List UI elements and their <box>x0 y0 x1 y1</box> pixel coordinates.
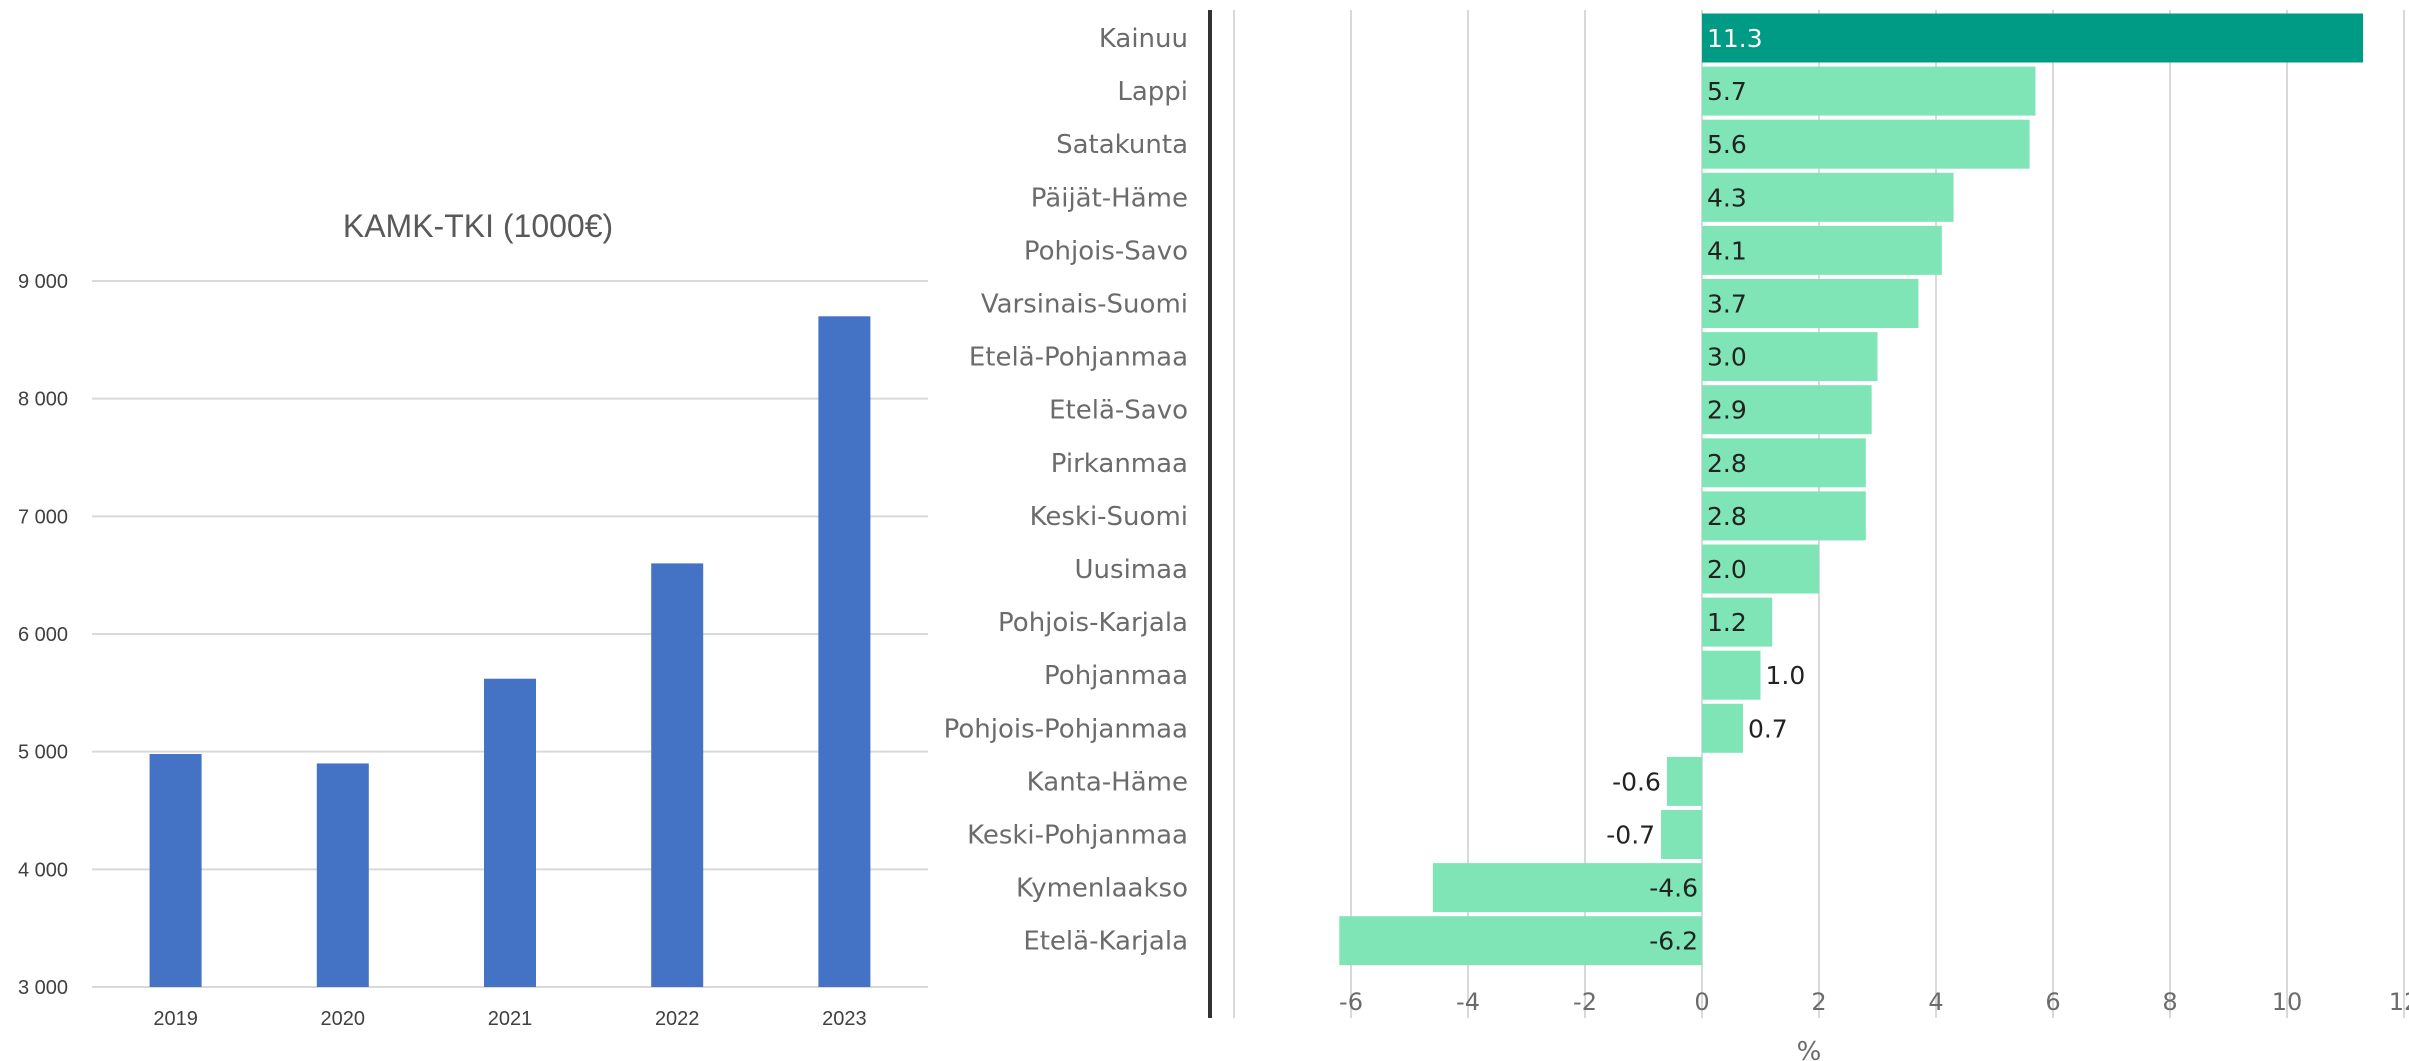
bar-Päijät-Häme <box>1702 172 1954 222</box>
value-label: 3.7 <box>1707 290 1747 319</box>
bar-series <box>1339 13 2364 966</box>
x-tick-label: -4 <box>1456 988 1480 1016</box>
bar-series <box>149 316 871 987</box>
x-tick-label: 0 <box>1694 988 1709 1016</box>
x-tick-label: 2020 <box>321 1008 366 1030</box>
category-label: Lappi <box>1117 77 1188 107</box>
category-label: Keski-Suomi <box>1030 502 1188 532</box>
x-axis-tick-labels: -6 -4 -2 0 2 4 6 8 10 12 <box>1339 988 2409 1016</box>
value-label: 2.8 <box>1707 449 1747 478</box>
bar-Keski-Pohjanmaa <box>1661 810 1702 859</box>
x-tick-label: 2021 <box>488 1008 533 1030</box>
category-label: Etelä-Pohjanmaa <box>969 343 1188 373</box>
bar-Pohjois-Karjala <box>1702 597 1773 647</box>
category-label: Etelä-Savo <box>1049 396 1188 426</box>
category-label: Pohjois-Pohjanmaa <box>944 714 1188 744</box>
category-label: Kanta-Häme <box>1027 767 1188 797</box>
bar-2023 <box>818 316 871 987</box>
value-label: 2.0 <box>1707 555 1747 584</box>
bar-Varsinais-Suomi <box>1702 279 1919 328</box>
x-tick-label: 8 <box>2162 988 2177 1016</box>
category-label: Päijät-Häme <box>1031 183 1188 213</box>
bar-2021 <box>484 678 536 987</box>
value-label: 1.2 <box>1707 608 1747 637</box>
regional-change-bar-chart: Kainuu Lappi Satakunta Päijät-Häme Pohjois-S… <box>944 10 2409 1061</box>
value-label: 5.6 <box>1707 130 1747 159</box>
x-tick-label: 2 <box>1811 988 1826 1016</box>
category-label: Varsinais-Suomi <box>981 290 1188 320</box>
y-tick-label: 3 000 <box>18 977 68 999</box>
value-label: 4.3 <box>1707 183 1747 212</box>
x-tick-label: 10 <box>2272 988 2303 1016</box>
x-tick-label: 4 <box>1928 988 1943 1016</box>
bar-Pohjanmaa <box>1702 650 1761 700</box>
x-tick-label: -6 <box>1339 988 1363 1016</box>
x-axis-tick-labels: 2019 2020 2021 2022 2023 <box>153 1008 866 1030</box>
y-tick-label: 4 000 <box>18 859 68 881</box>
bar-2022 <box>651 563 704 987</box>
y-axis-tick-labels: 3 000 4 000 5 000 6 000 7 000 8 000 9 000 <box>18 271 68 999</box>
y-tick-label: 9 000 <box>18 271 68 293</box>
x-tick-label: 6 <box>2045 988 2060 1016</box>
x-axis-label: % <box>1797 1037 1822 1061</box>
value-label: 5.7 <box>1707 77 1747 106</box>
category-label: Satakunta <box>1056 130 1188 160</box>
value-labels: 11.3 5.7 5.6 4.3 4.1 3.7 3.0 2.9 2.8 2.8 2.0 1.2 1.0… <box>1606 24 1805 956</box>
category-label: Uusimaa <box>1075 555 1188 585</box>
value-label: 1.0 <box>1766 661 1806 690</box>
bar-Etelä-Pohjanmaa <box>1702 332 1878 382</box>
value-label: 0.7 <box>1748 714 1788 743</box>
chart-title: KAMK-TKI (1000€) <box>343 208 613 244</box>
category-label: Pohjois-Savo <box>1024 236 1188 266</box>
value-label: 2.9 <box>1707 396 1747 425</box>
x-tick-label: -2 <box>1573 988 1597 1016</box>
bar-Pohjois-Savo <box>1702 225 1942 275</box>
bar-Kymenlaakso <box>1432 863 1702 913</box>
value-label: -0.6 <box>1612 767 1661 796</box>
value-label: 4.1 <box>1707 236 1747 265</box>
bar-Etelä-Karjala <box>1339 916 1702 966</box>
category-label: Pohjanmaa <box>1044 661 1188 691</box>
value-label: -4.6 <box>1649 874 1698 903</box>
y-tick-label: 6 000 <box>18 624 68 646</box>
y-tick-label: 8 000 <box>18 389 68 411</box>
value-label: -6.2 <box>1649 927 1698 956</box>
value-label: -0.7 <box>1606 821 1655 850</box>
value-label: 3.0 <box>1707 343 1747 372</box>
bar-Etelä-Savo <box>1702 385 1872 435</box>
bar-Keski-Suomi <box>1702 491 1866 541</box>
category-label: Kymenlaakso <box>1016 874 1188 904</box>
x-tick-label: 12 <box>2389 988 2409 1016</box>
category-label: Kainuu <box>1099 24 1188 54</box>
x-tick-label: 2019 <box>153 1008 198 1030</box>
bar-Pohjois-Pohjanmaa <box>1702 703 1743 753</box>
value-label: 11.3 <box>1707 24 1763 53</box>
x-tick-label: 2023 <box>822 1008 867 1030</box>
bar-Lappi <box>1702 66 2036 116</box>
bar-Satakunta <box>1702 119 2030 169</box>
bar-2020 <box>316 763 369 987</box>
bar-2019 <box>149 754 202 987</box>
bar-Pirkanmaa <box>1702 438 1866 488</box>
value-label: 2.8 <box>1707 502 1747 531</box>
x-tick-label: 2022 <box>655 1008 700 1030</box>
category-label: Pirkanmaa <box>1051 449 1188 479</box>
category-label: Keski-Pohjanmaa <box>967 821 1188 851</box>
category-labels: Kainuu Lappi Satakunta Päijät-Häme Pohjois-S… <box>944 24 1188 957</box>
bar-Kanta-Häme <box>1666 756 1702 806</box>
y-tick-label: 7 000 <box>18 506 68 528</box>
category-label: Etelä-Karjala <box>1023 927 1188 957</box>
bar-Kainuu <box>1702 13 2364 63</box>
category-label: Pohjois-Karjala <box>998 608 1188 638</box>
y-tick-label: 5 000 <box>18 742 68 764</box>
bar-Uusimaa <box>1702 544 1819 594</box>
kamk-tki-bar-chart: KAMK-TKI (1000€) 3 000 4 000 5 000 6 000 7 0… <box>18 208 928 1030</box>
